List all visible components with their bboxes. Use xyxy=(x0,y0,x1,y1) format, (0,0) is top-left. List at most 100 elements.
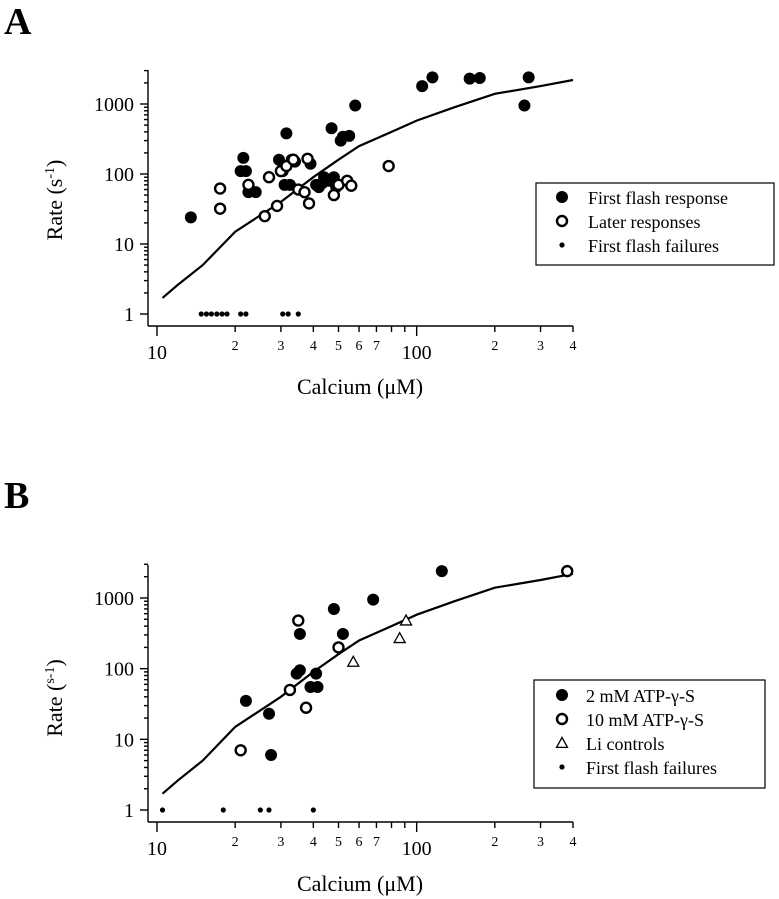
data-point xyxy=(310,807,316,813)
data-point xyxy=(208,311,215,317)
data-point xyxy=(327,188,341,202)
x-tick-label: 10 xyxy=(147,342,167,364)
data-point xyxy=(198,311,204,317)
x-axis-label-b: Calcium (μM) xyxy=(297,871,423,896)
data-point xyxy=(237,151,250,164)
y-tick-label: 10 xyxy=(114,234,134,256)
legend-marker xyxy=(556,689,568,701)
data-point xyxy=(283,683,297,697)
fit-curve-b xyxy=(161,572,574,795)
data-point xyxy=(343,129,356,142)
x-minor-tick-label: 4 xyxy=(570,835,577,850)
data-point xyxy=(473,72,486,85)
legend-box xyxy=(535,182,775,266)
data-point xyxy=(266,807,272,813)
x-minor-tick-label: 2 xyxy=(232,835,239,850)
data-point xyxy=(292,614,305,627)
data-point xyxy=(243,311,249,317)
data-point xyxy=(393,631,407,644)
x-minor-tick-label: 4 xyxy=(310,339,317,354)
x-minor-tick-label: 6 xyxy=(356,339,363,354)
x-minor-tick-label: 6 xyxy=(356,835,363,850)
legend-label: 2 mM ATP-γ-S xyxy=(586,686,695,706)
data-point xyxy=(336,627,349,640)
data-point xyxy=(239,165,252,178)
x-minor-tick-label: 2 xyxy=(491,339,498,354)
data-point xyxy=(184,211,197,224)
data-point xyxy=(262,171,276,184)
data-point xyxy=(293,627,306,640)
axes-a xyxy=(147,70,573,327)
data-point xyxy=(346,654,360,667)
y-tick-label: 1000 xyxy=(94,588,134,610)
panel-label-b: B xyxy=(4,475,29,517)
chart-panel-b: B 1 10 100 1000 10 100 2 3 4 5 6 7 2 3 4 Rate (s-1) Ca… xyxy=(4,475,766,896)
ticks-b: 1 10 100 1000 10 100 2 3 4 5 6 7 2 3 4 xyxy=(94,563,577,860)
points-a xyxy=(184,71,535,317)
data-point xyxy=(242,178,255,192)
data-point xyxy=(293,664,306,677)
x-minor-tick-label: 4 xyxy=(310,835,317,850)
x-axis-label-a: Calcium (μM) xyxy=(297,374,423,399)
x-minor-tick-label: 4 xyxy=(570,339,577,354)
legend-a: First flash response Later responses First… xyxy=(535,182,775,266)
data-point xyxy=(280,127,293,140)
legend-label: 10 mM ATP-γ-S xyxy=(586,710,704,730)
data-point xyxy=(295,311,301,317)
legend-marker xyxy=(555,736,569,749)
points-b xyxy=(159,564,574,813)
data-point xyxy=(299,701,313,714)
axes-b xyxy=(147,565,573,823)
data-point xyxy=(561,564,574,578)
data-point xyxy=(327,602,340,615)
data-point xyxy=(382,159,395,173)
legend-label: First flash failures xyxy=(586,758,717,778)
fit-curve-a xyxy=(161,78,574,299)
data-point xyxy=(270,199,284,213)
panel-label-a: A xyxy=(4,1,32,43)
data-point xyxy=(214,311,220,317)
data-point xyxy=(416,80,429,93)
legend-label: Later responses xyxy=(588,212,700,232)
data-point xyxy=(239,694,252,707)
y-tick-label: 100 xyxy=(104,659,134,681)
y-tick-label: 100 xyxy=(104,164,134,186)
data-point xyxy=(257,807,263,813)
data-point xyxy=(435,565,448,578)
data-point xyxy=(234,744,247,757)
legend-marker xyxy=(559,242,565,248)
legend-marker xyxy=(555,214,569,228)
data-point xyxy=(349,99,362,112)
data-point xyxy=(220,807,226,813)
data-point xyxy=(258,209,271,223)
x-minor-tick-label: 5 xyxy=(335,339,342,354)
data-point xyxy=(518,99,531,112)
y-axis-label-a: Rate (s-1) xyxy=(42,160,67,241)
data-point xyxy=(219,311,225,317)
data-point xyxy=(426,71,439,84)
legend-label: First flash failures xyxy=(588,236,719,256)
fit-curve-line xyxy=(161,78,574,299)
x-minor-tick-label: 7 xyxy=(373,835,380,850)
data-point xyxy=(280,311,286,317)
x-minor-tick-label: 7 xyxy=(373,339,380,354)
legend-b: 2 mM ATP-γ-S 10 mM ATP-γ-S Li controls Firs… xyxy=(533,679,766,789)
data-point xyxy=(203,311,210,317)
data-point xyxy=(238,311,244,317)
data-point xyxy=(301,152,314,165)
chart-panel-a: A 1 10 100 1000 10 100 2 3 4 5 6 7 2 3 4 Rate (s-1) Ca… xyxy=(4,1,775,399)
data-point xyxy=(224,311,230,317)
x-minor-tick-label: 3 xyxy=(277,339,284,354)
ticks-a: 1 10 100 1000 10 100 2 3 4 5 6 7 2 3 4 xyxy=(94,69,577,364)
data-point xyxy=(285,311,291,317)
data-point xyxy=(263,707,276,720)
y-tick-label: 10 xyxy=(114,729,134,751)
data-point xyxy=(399,613,413,626)
y-tick-label: 1 xyxy=(124,800,134,822)
y-axis-label-b: Rate (s-1) xyxy=(42,659,67,737)
data-point xyxy=(159,807,166,813)
x-minor-tick-label: 3 xyxy=(537,835,544,850)
x-minor-tick-label: 3 xyxy=(277,835,284,850)
data-point xyxy=(302,197,316,210)
